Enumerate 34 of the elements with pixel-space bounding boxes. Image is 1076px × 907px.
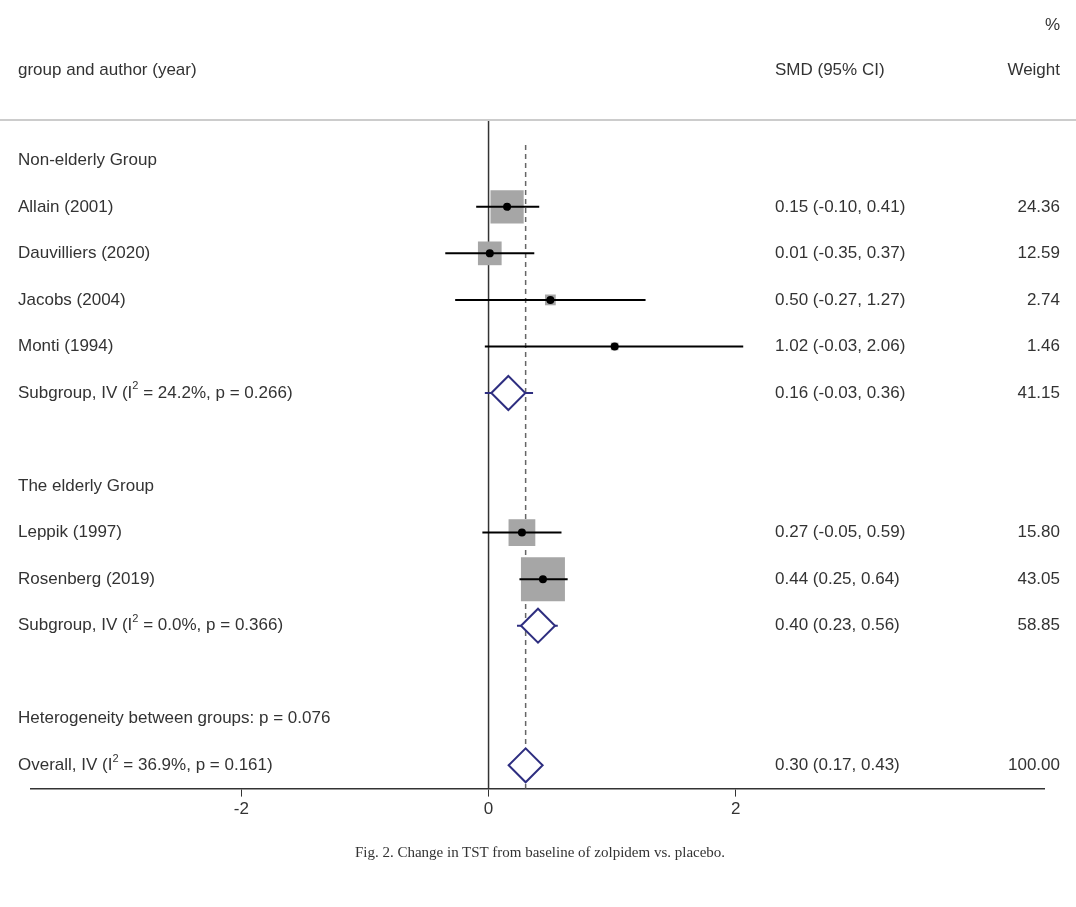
y-tick-label: Non-elderly Group <box>18 149 157 169</box>
annotation: 0.15 (-0.10, 0.41) <box>775 196 906 216</box>
caption: Fig. 2. Change in TST from baseline of zolpidem vs. placebo. <box>354 843 726 860</box>
annotation: 15.80 <box>1017 522 1060 542</box>
x-tick-label: 0 <box>483 799 494 819</box>
annotation: 58.85 <box>1017 615 1060 635</box>
y-tick-label: Rosenberg (2019) <box>18 568 156 588</box>
y-tick-label: Dauvilliers (2020) <box>18 243 151 263</box>
annotation: 1.46 <box>1026 336 1060 356</box>
annotation: 100.00 <box>1008 755 1060 775</box>
annotation: 2.74 <box>1026 289 1060 309</box>
text: % Weight <box>1007 14 1060 79</box>
annotation: 41.15 <box>1017 382 1060 402</box>
y-tick-label: Allain (2001) <box>18 196 114 216</box>
annotation: 0.50 (-0.27, 1.27) <box>775 289 906 309</box>
y-tick-label: The elderly Group <box>18 475 155 495</box>
text: group and author (year) <box>18 59 197 79</box>
annotation: 12.59 <box>1017 243 1060 263</box>
annotation: 0.44 (0.25, 0.64) <box>775 568 900 588</box>
annotation: 1.02 (-0.03, 2.06) <box>775 336 906 356</box>
y-tick-label: Jacobs (2004) <box>18 289 126 309</box>
y-tick-label: Monti (1994) <box>18 336 114 356</box>
annotation: 0.16 (-0.03, 0.36) <box>775 382 906 402</box>
annotation: 0.01 (-0.35, 0.37) <box>775 243 906 263</box>
x-tick-label: 2 <box>731 799 741 819</box>
annotation: 43.05 <box>1017 568 1060 588</box>
annotation: 24.36 <box>1017 196 1060 216</box>
annotation: 0.30 (0.17, 0.43) <box>775 755 900 775</box>
y-tick-label: Leppik (1997) <box>18 522 122 542</box>
annotation: 0.40 (0.23, 0.56) <box>775 615 900 635</box>
annotation: 0.27 (-0.05, 0.59) <box>775 522 906 542</box>
x-tick-label: -2 <box>233 799 249 819</box>
text: SMD (95% CI) <box>775 59 885 79</box>
y-tick-label: Heterogeneity between groups: p = 0.076 <box>18 708 331 728</box>
